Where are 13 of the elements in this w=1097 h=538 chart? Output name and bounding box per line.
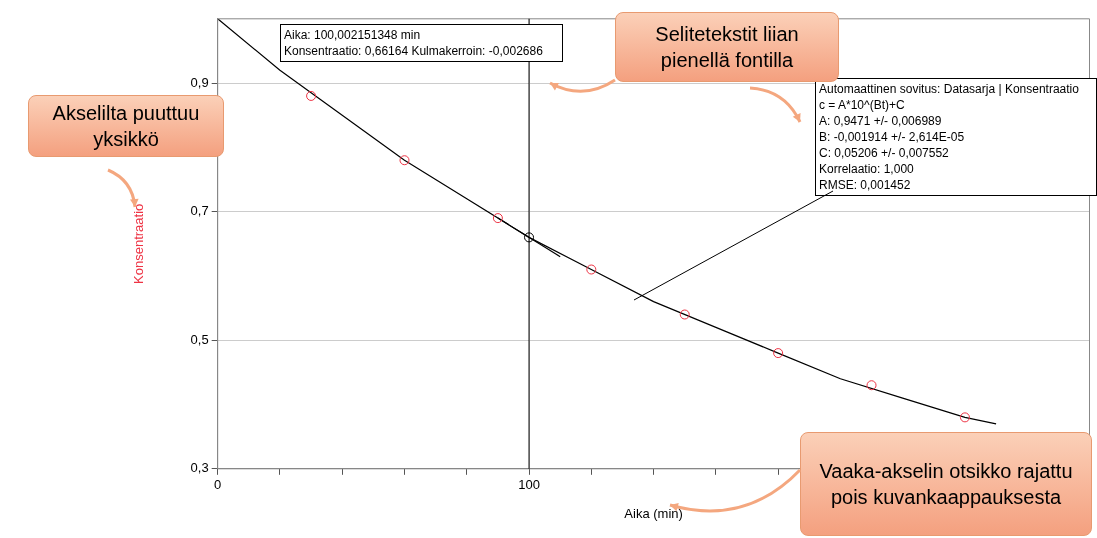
x-tick-label: 0 [214,477,222,493]
callout-box: Selitetekstit liian pienellä fontilla [615,12,839,82]
y-tick-label: 0,5 [190,331,209,347]
x-tick-label: 100 [518,477,540,493]
callout-box: Vaaka-akselin otsikko rajattu pois kuvankaappauksesta [800,432,1092,536]
y-tick-label: 0,3 [190,460,209,476]
y-tick-label: 0,7 [190,203,209,219]
text-box: Automaattinen sovitus: Datasarja | Konsentraatio c = A*10^(Bt)+C A: 0,9471 +/- 0,006989 B: -0,001914 +/- 2,614E-05 C: 0,05206 +/- 0,007552 Korrelaatio: 1,000 RMSE: 0,001452 [815,78,1097,196]
x-axis-title: Aika (min) [624,505,683,521]
y-tick-label: 0,9 [190,74,209,90]
callout-box: Akselilta puuttuu yksikkö [28,95,224,157]
text-box: Aika: 100,002151348 min Konsentraatio: 0,66164 Kulmakerroin: -0,002686 [280,24,563,62]
y-axis-title: Konsentraatio [131,203,147,284]
